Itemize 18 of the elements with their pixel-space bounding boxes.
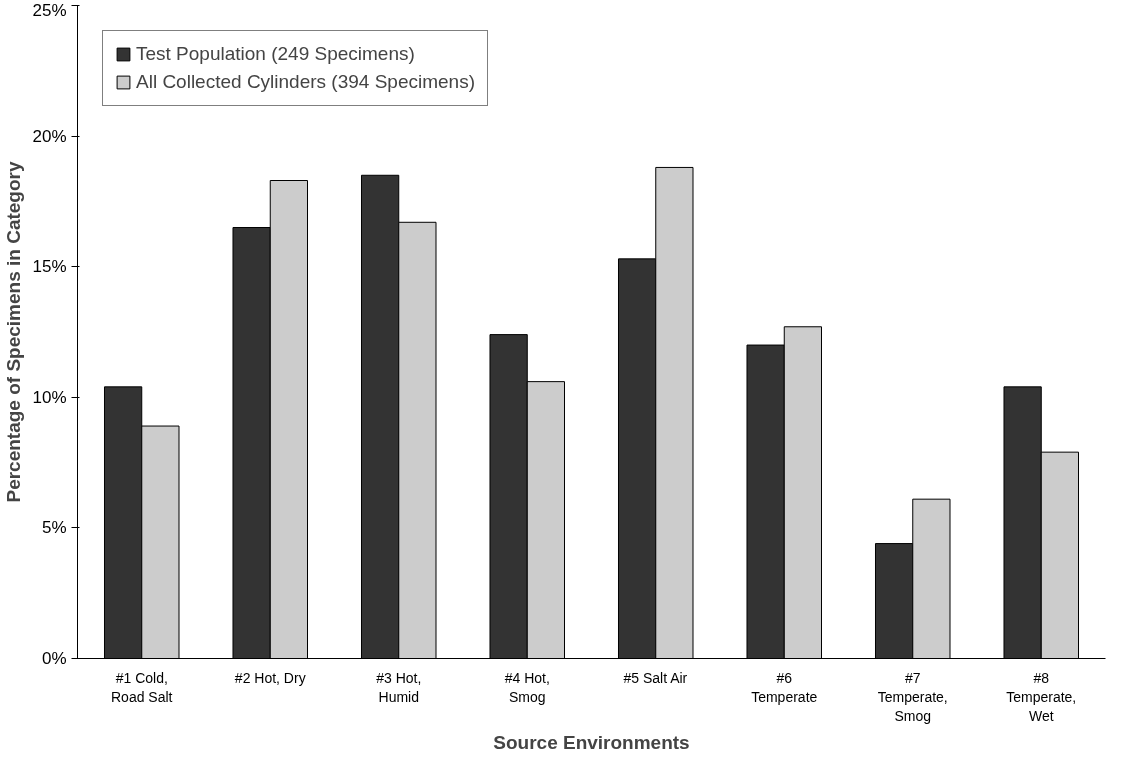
legend-label: All Collected Cylinders (394 Specimens) [136, 71, 475, 93]
x-tick-label: #1 Cold, Road Salt [111, 669, 173, 705]
x-tick-label: #3 Hot, Humid [376, 669, 422, 705]
x-tick-label: #6 Temperate [751, 669, 818, 705]
y-tick-label: 15% [32, 257, 67, 277]
y-tick-label: 10% [32, 387, 67, 407]
y-tick-label: 5% [41, 518, 67, 538]
y-tick-label: 20% [32, 126, 67, 146]
x-tick-label: #7 Temperate, Smog [877, 669, 948, 724]
x-tick-label: #2 Hot, Dry [234, 669, 306, 686]
legend-label: Test Population (249 Specimens) [136, 43, 415, 65]
y-tick-label: 25% [32, 0, 67, 20]
y-axis-title: Percentage of Specimens in Category [3, 161, 25, 503]
x-tick-label: #5 Salt Air [623, 669, 688, 686]
x-tick-label: #4 Hot, Smog [504, 669, 550, 705]
x-tick-label: #8 Temperate, Wet [1006, 669, 1077, 724]
y-tick-label: 0% [41, 649, 67, 668]
x-axis-title: Source Environments [493, 731, 690, 753]
